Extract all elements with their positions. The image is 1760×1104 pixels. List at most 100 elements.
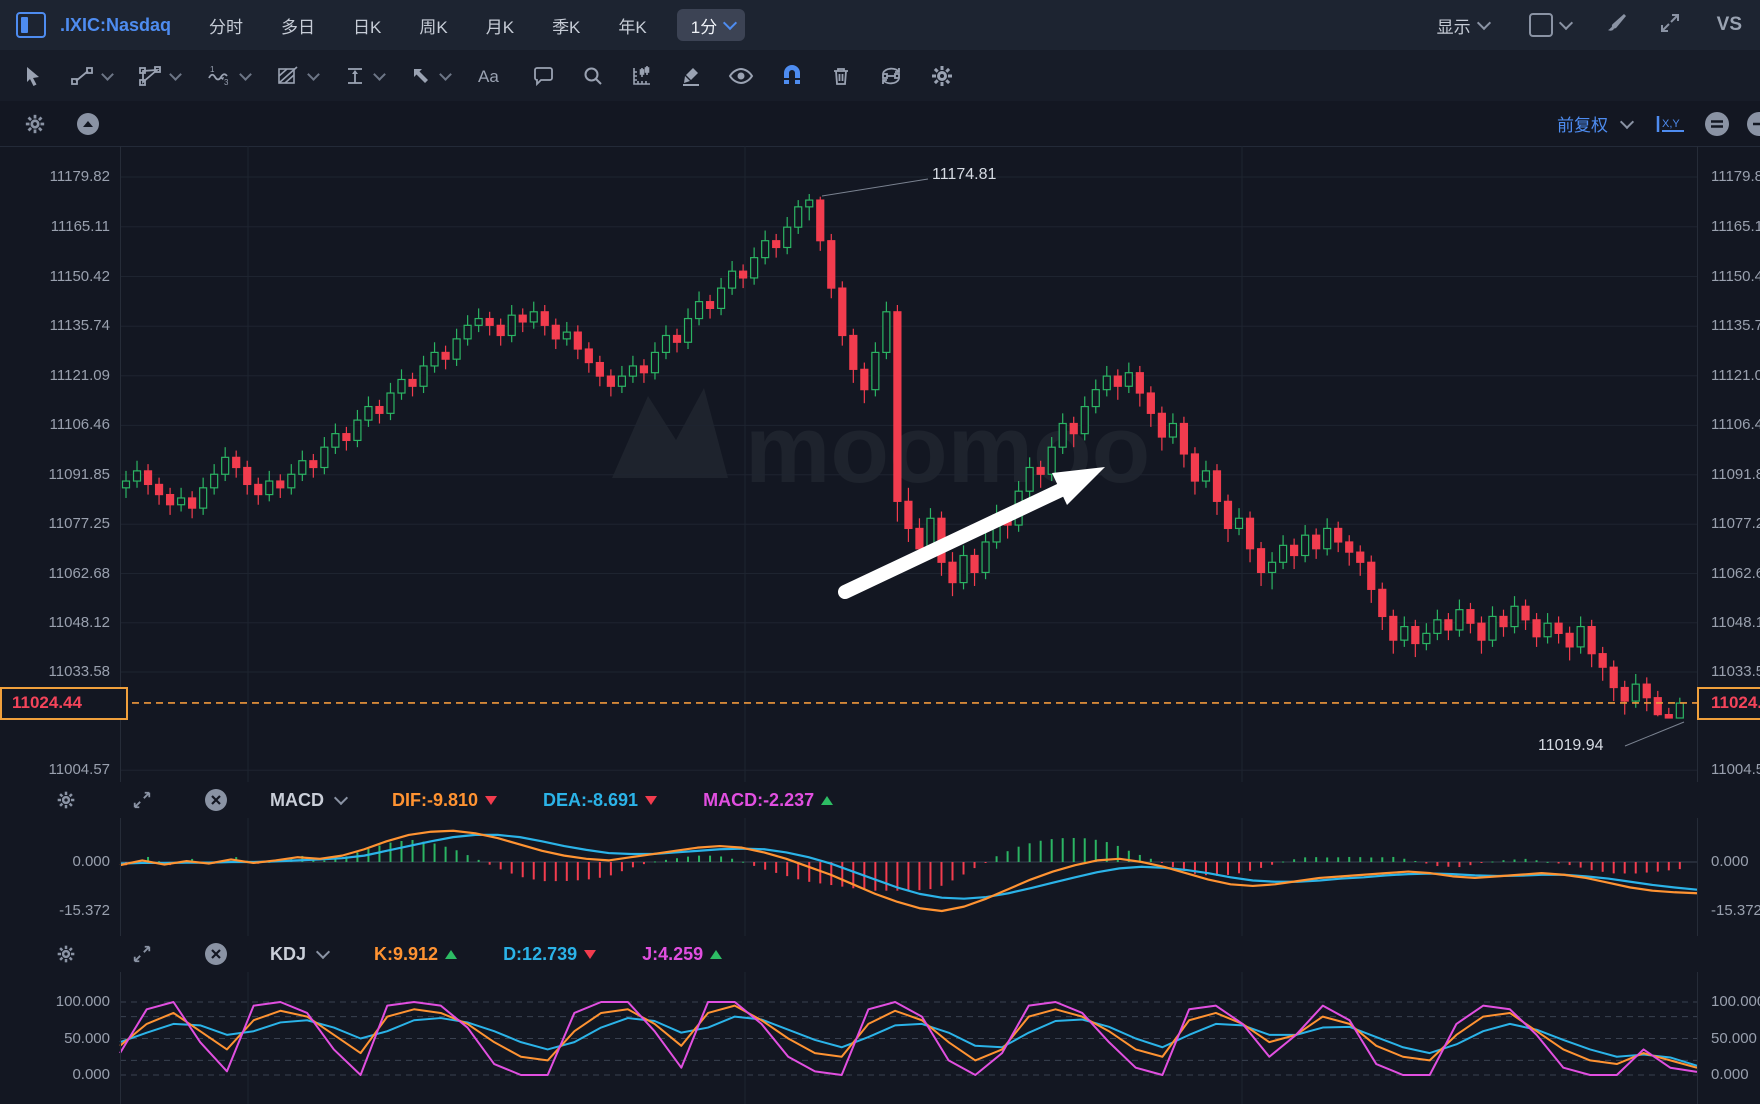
kdj-tick-label: 100.000 xyxy=(55,993,110,1010)
period-selector-label: 1分 xyxy=(690,17,718,37)
price-tick-label: 11165.11 xyxy=(50,217,110,235)
display-menu[interactable]: 显示 xyxy=(1436,17,1471,37)
magnet-icon[interactable] xyxy=(780,64,804,88)
macd-header: MACD DIF:-9.810 DEA:-8.691 MACD:-2.237 xyxy=(0,782,1760,818)
up-triangle-icon xyxy=(710,949,723,959)
top-bar: .IXIC:Nasdaq 分时 多日 日K 周K 月K 季K 年K 1分 显示 … xyxy=(0,0,1760,51)
collapse-icon[interactable] xyxy=(76,112,100,136)
brush-icon[interactable] xyxy=(1605,11,1629,40)
tab-quarterly[interactable]: 季K xyxy=(552,17,581,37)
price-tick-label: 11106.46 xyxy=(1711,416,1760,434)
chevron-down-icon[interactable] xyxy=(333,790,349,806)
text-icon[interactable]: Aa xyxy=(476,65,506,87)
price-tick-label: 11077.25 xyxy=(1711,515,1760,533)
kdj-d-readout: D:12.739 xyxy=(503,944,597,965)
trash-icon[interactable] xyxy=(830,65,852,87)
low-price-annotation: 11019.94 xyxy=(1538,737,1604,754)
kdj-j-readout: J:4.259 xyxy=(642,944,723,965)
close-pane-icon[interactable] xyxy=(204,788,228,812)
price-tick-label: 11091.85 xyxy=(48,465,110,483)
eye-icon[interactable] xyxy=(728,65,754,87)
tab-daily[interactable]: 日K xyxy=(353,17,382,37)
period-selector[interactable]: 1分 xyxy=(676,9,746,41)
price-tick-label: 11150.42 xyxy=(1711,267,1760,285)
svg-text:moomoo: moomoo xyxy=(745,396,1150,503)
tab-multiday[interactable]: 多日 xyxy=(281,17,316,37)
left-axis-border xyxy=(120,146,121,1104)
macd-title[interactable]: MACD xyxy=(270,789,324,810)
close-pane-icon[interactable] xyxy=(204,942,228,966)
price-tick-label: 11048.12 xyxy=(1711,613,1760,631)
price-tick-label: 11135.74 xyxy=(1711,317,1760,335)
down-triangle-icon xyxy=(645,795,658,805)
kdj-k-readout: K:9.912 xyxy=(374,944,458,965)
price-tick-label: 11135.74 xyxy=(49,317,110,335)
kdj-tick-label: 0.000 xyxy=(72,1066,110,1083)
up-triangle-icon xyxy=(445,949,458,959)
pattern-icon[interactable] xyxy=(276,65,320,87)
macd-hist-readout: MACD:-2.237 xyxy=(703,790,834,811)
kdj-tick-label: 50.000 xyxy=(64,1029,110,1047)
axis-xy-icon[interactable]: X,Y xyxy=(1654,113,1688,135)
search-icon[interactable] xyxy=(582,65,604,87)
expand-pane-icon[interactable] xyxy=(132,944,152,964)
price-tick-label: 11121.09 xyxy=(49,366,110,384)
arrow-mark-icon[interactable] xyxy=(410,65,452,87)
adjustment-dropdown[interactable]: 前复权 xyxy=(1557,116,1608,135)
kdj-tick-label: 100.000 xyxy=(1711,993,1760,1010)
symbol-label[interactable]: .IXIC:Nasdaq xyxy=(60,14,172,35)
macd-tick-label: 0.000 xyxy=(1711,853,1749,870)
ruler-icon[interactable] xyxy=(630,64,654,88)
tab-monthly[interactable]: 月K xyxy=(485,17,515,37)
current-price-value: 11024.44 xyxy=(1711,693,1760,713)
down-triangle-icon xyxy=(485,795,498,805)
svg-text:3: 3 xyxy=(224,78,229,87)
svg-text:1: 1 xyxy=(210,65,215,74)
tab-yearly[interactable]: 年K xyxy=(618,17,647,37)
price-tick-label: 11004.57 xyxy=(48,761,110,779)
price-tick-label: 11077.25 xyxy=(48,515,110,533)
measure-icon[interactable] xyxy=(344,65,386,87)
collapse-pane-icon[interactable] xyxy=(1746,111,1760,137)
price-tick-label: 11004.57 xyxy=(1711,761,1760,779)
price-tick-label: 11179.82 xyxy=(49,168,110,185)
price-tick-label: 11062.68 xyxy=(1711,564,1760,582)
fullscreen-icon[interactable] xyxy=(1659,12,1681,39)
svg-text:X,Y: X,Y xyxy=(1662,118,1680,130)
tab-minute[interactable]: 分时 xyxy=(209,17,244,37)
price-tick-label: 11179.82 xyxy=(1711,168,1760,185)
price-tick-label: 11091.85 xyxy=(1711,465,1760,483)
settings-icon[interactable] xyxy=(930,64,954,88)
current-price-value: 11024.44 xyxy=(12,693,82,713)
comment-icon[interactable] xyxy=(532,65,556,87)
kdj-tick-label: 0.000 xyxy=(1711,1066,1749,1083)
trendline-icon[interactable] xyxy=(70,65,114,87)
macd-tick-label: 0.000 xyxy=(72,853,110,870)
high-price-annotation: 11174.81 xyxy=(932,166,997,183)
kdj-tick-label: 50.000 xyxy=(1711,1029,1757,1047)
sync-drawing-icon[interactable] xyxy=(878,64,904,88)
kdj-title[interactable]: KDJ xyxy=(270,943,307,964)
polyline-icon[interactable] xyxy=(138,65,182,87)
settings-icon[interactable] xyxy=(56,944,76,964)
expand-pane-icon[interactable] xyxy=(132,790,152,810)
chevron-down-icon[interactable] xyxy=(315,944,331,960)
compare-button[interactable]: VS xyxy=(1716,14,1742,35)
chart-settings-row: 前复权 X,Y xyxy=(0,101,1760,147)
price-tick-label: 11165.11 xyxy=(1711,217,1760,235)
highlighter-icon[interactable] xyxy=(680,65,702,87)
kdj-header: KDJ K:9.912 D:12.739 J:4.259 xyxy=(0,936,1760,972)
tab-weekly[interactable]: 周K xyxy=(419,17,448,37)
settings-icon[interactable] xyxy=(56,790,76,810)
window-layout-icon[interactable] xyxy=(16,12,46,38)
cursor-icon[interactable] xyxy=(22,65,44,87)
legend-lines-icon[interactable] xyxy=(1704,111,1730,137)
current-price-box-right: 11024.44 xyxy=(1697,686,1760,720)
current-price-box-left: 11024.44 xyxy=(0,686,128,720)
chart-style-icon[interactable] xyxy=(1528,13,1553,37)
settings-icon[interactable] xyxy=(24,113,46,135)
price-tick-label: 11106.46 xyxy=(49,416,110,434)
